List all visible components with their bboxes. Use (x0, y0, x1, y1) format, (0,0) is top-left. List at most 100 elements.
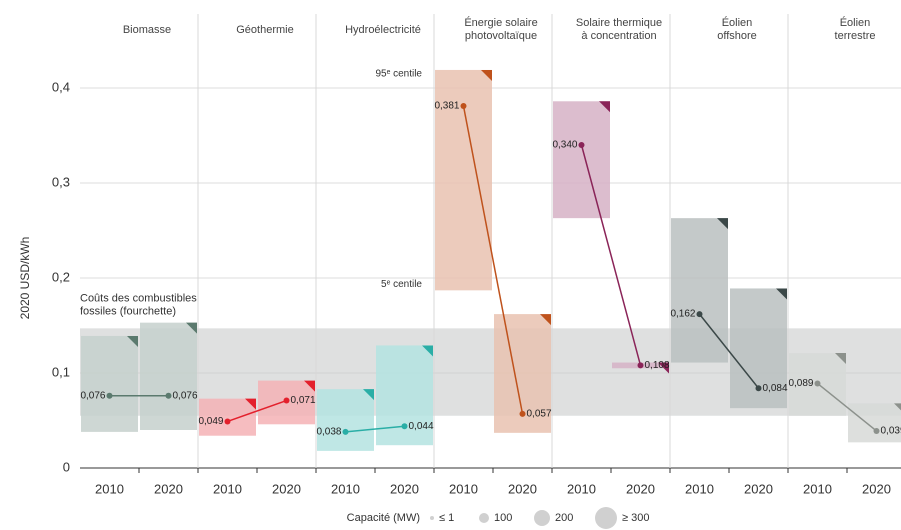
point (460, 103, 467, 110)
corner-marker (186, 322, 197, 334)
x-tick-label: 2020 (626, 481, 655, 496)
corner-marker (363, 389, 374, 401)
value-label: 0,044 (409, 421, 434, 432)
group-header: Éolien (840, 16, 871, 29)
y-tick-label: 0,2 (52, 269, 70, 284)
trend-line (580, 144, 642, 366)
value-label: 0,071 (291, 395, 316, 406)
legend-label: ≤ 1 (439, 512, 454, 524)
corner-marker (717, 218, 728, 230)
percentile-box (553, 101, 610, 219)
x-tick-label: 2010 (803, 481, 832, 496)
x-tick-label: 2010 (331, 481, 360, 496)
x-tick-label: 2010 (449, 481, 478, 496)
value-label: 0,038 (316, 427, 341, 438)
y-axis-label: 2020 USD/kWh (18, 237, 32, 320)
p95-label: 95ᵉ centile (375, 69, 422, 80)
point (814, 380, 821, 387)
legend-label: ≥ 300 (622, 512, 649, 524)
group-header: à concentration (581, 30, 656, 42)
percentile-box (848, 403, 901, 443)
value-label: 0,057 (527, 408, 552, 419)
point (755, 385, 762, 392)
value-label: 0,340 (552, 140, 577, 151)
trend-line (698, 313, 760, 389)
point (342, 428, 349, 435)
x-tick-label: 2020 (862, 481, 891, 496)
value-label: 0,076 (80, 390, 105, 401)
corner-marker (127, 335, 138, 347)
point (873, 427, 880, 434)
corner-marker (658, 362, 669, 374)
legend-symbol (595, 507, 617, 529)
x-tick-label: 2010 (95, 481, 124, 496)
x-tick-label: 2010 (567, 481, 596, 496)
group-header: Énergie solaire (464, 16, 537, 29)
corner-marker (776, 288, 787, 300)
point (401, 423, 408, 430)
group-header: offshore (717, 30, 757, 42)
point (224, 418, 231, 425)
percentile-box (81, 335, 138, 432)
fossil-label: Coûts des combustibles (80, 292, 197, 304)
percentile-box (199, 398, 256, 436)
corner-marker (894, 403, 901, 411)
corner-marker (481, 69, 492, 81)
point (696, 311, 703, 318)
trend-line (345, 425, 405, 433)
legend-symbol (430, 516, 434, 520)
value-label: 0,162 (670, 309, 695, 320)
x-tick-label: 2020 (154, 481, 183, 496)
y-tick-label: 0,1 (52, 364, 70, 379)
value-label: 0,108 (645, 360, 670, 371)
group-header: Éolien (722, 16, 753, 29)
x-tick-label: 2020 (272, 481, 301, 496)
point (283, 397, 290, 404)
corner-marker (599, 101, 610, 113)
y-tick-label: 0,3 (52, 174, 70, 189)
y-tick-label: 0 (63, 459, 70, 474)
value-label: 0,039 (881, 426, 901, 437)
value-label: 0,089 (788, 378, 813, 389)
point (519, 410, 526, 417)
corner-marker (245, 398, 256, 410)
legend-label: 100 (494, 512, 512, 524)
group-header: Géothermie (236, 24, 293, 36)
percentile-box (140, 322, 197, 430)
x-tick-label: 2010 (213, 481, 242, 496)
fossil-label: fossiles (fourchette) (80, 305, 176, 317)
point (165, 392, 172, 399)
group-header: Solaire thermique (576, 17, 662, 29)
corner-marker (422, 345, 433, 357)
legend-symbol (534, 510, 550, 526)
point (637, 362, 644, 369)
group-header: terrestre (835, 30, 876, 42)
percentile-box (317, 389, 374, 451)
x-tick-label: 2020 (508, 481, 537, 496)
y-tick-label: 0,4 (52, 79, 70, 94)
value-label: 0,076 (173, 390, 198, 401)
trend-line (227, 399, 287, 423)
value-label: 0,084 (763, 383, 788, 394)
value-label: 0,381 (434, 101, 459, 112)
value-label: 0,049 (198, 416, 223, 427)
group-header: photovoltaïque (465, 30, 537, 42)
trend-line (462, 105, 524, 414)
legend-title: Capacité (MW) (347, 512, 420, 524)
point (578, 142, 585, 148)
legend-symbol (479, 513, 489, 523)
x-tick-label: 2020 (744, 481, 773, 496)
trend-line (817, 382, 877, 432)
x-tick-label: 2020 (390, 481, 419, 496)
point (106, 392, 113, 399)
percentile-box (671, 218, 728, 363)
corner-marker (835, 353, 846, 365)
x-tick-label: 2010 (685, 481, 714, 496)
group-header: Hydroélectricité (345, 24, 421, 36)
p5-label: 5ᵉ centile (381, 279, 422, 290)
corner-marker (540, 314, 551, 326)
group-header: Biomasse (123, 24, 171, 36)
corner-marker (304, 380, 315, 392)
